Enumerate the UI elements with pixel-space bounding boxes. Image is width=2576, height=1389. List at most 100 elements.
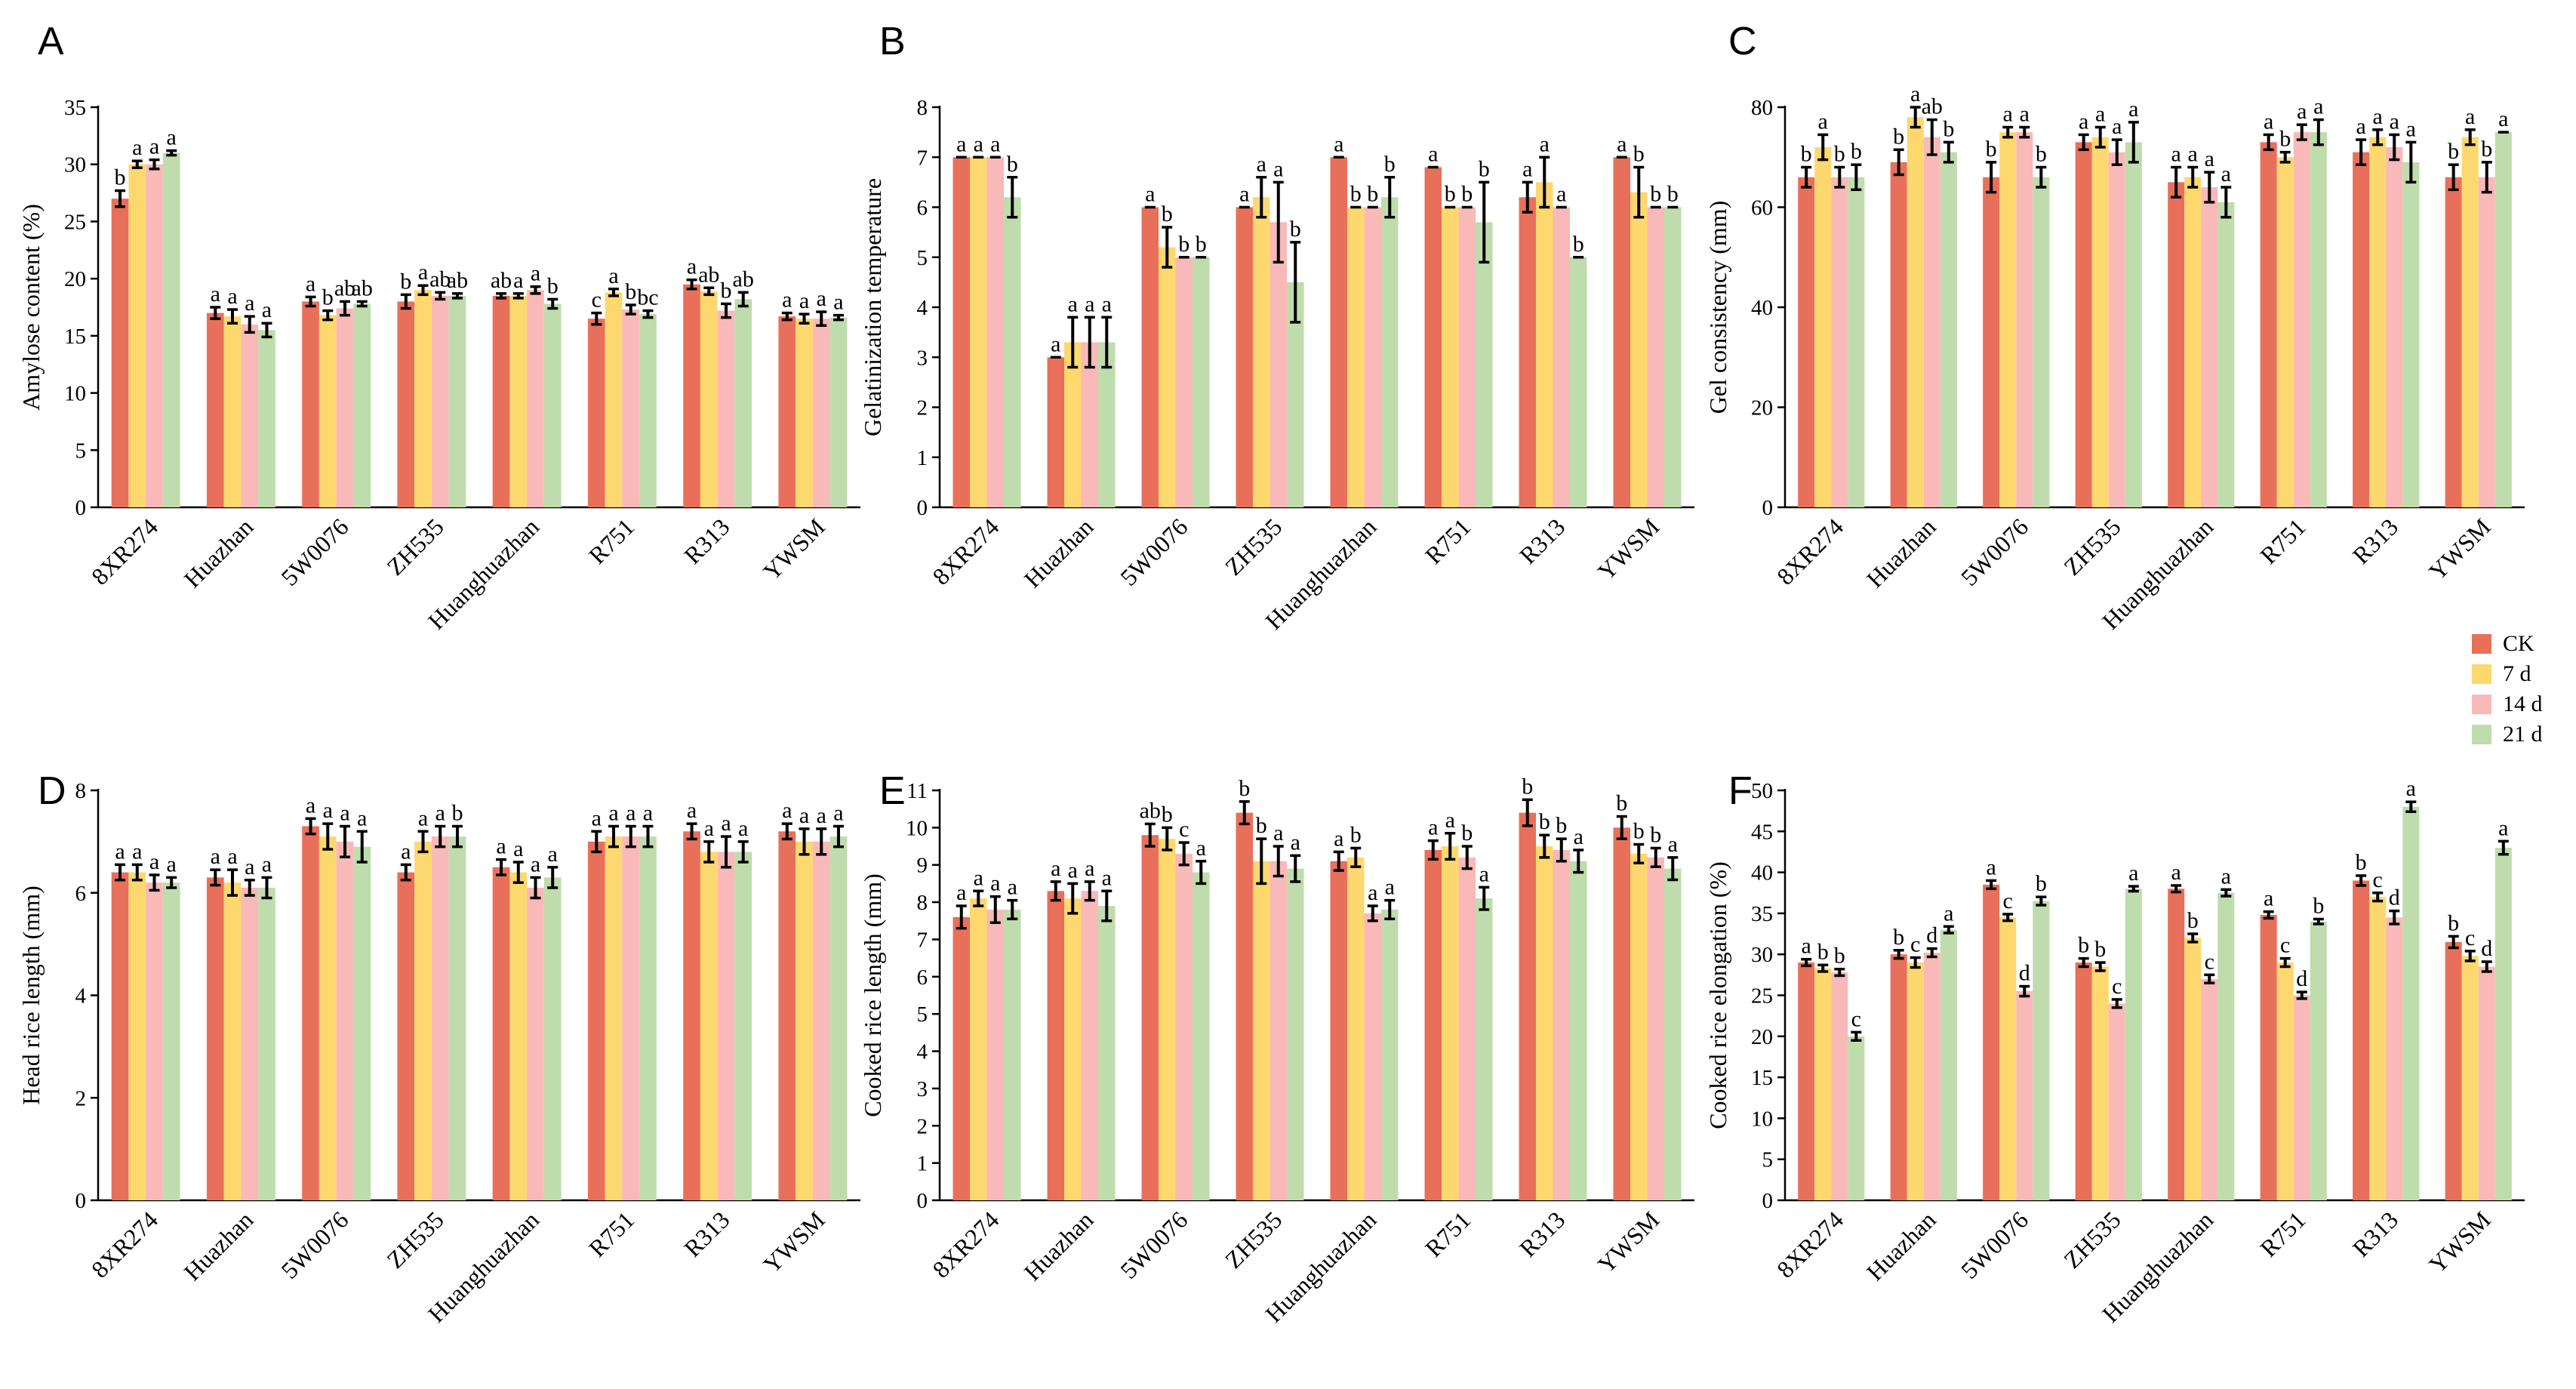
bar-CK-huazhan [206,313,224,507]
y-tick-label: 8 [917,891,928,915]
significance-letter: a [401,839,411,864]
bar-7d-huanghuazhan [2184,938,2202,1200]
y-tick-label: 45 [1751,820,1773,844]
bar-7d-huazhan [1064,342,1082,507]
bar-CK-5w0076 [302,826,319,1200]
significance-letter: a [990,871,1000,896]
y-tick-label: 5 [1762,1148,1774,1172]
legend-label: 7 d [2503,661,2531,686]
significance-letter: a [245,855,254,879]
bar-14d-8xr274 [146,882,163,1200]
significance-letter: a [2373,104,2383,129]
bar-21d-8xr274 [1848,177,1865,507]
bar-CK-r751 [587,841,605,1200]
bar-14d-r313 [717,852,735,1200]
bar-7d-zh535 [414,290,432,507]
bar-14d-8xr274 [1831,972,1848,1200]
x-tick-label: 5W0076 [275,1206,353,1283]
bar-7d-zh535 [2091,966,2109,1200]
y-tick-label: 40 [1751,296,1773,320]
bar-7d-huanghuazhan [509,295,528,507]
significance-letter: a [531,852,540,876]
significance-letter: a [817,803,826,828]
bar-21d-r751 [639,314,657,507]
bar-14d-r313 [1553,207,1570,507]
bar-CK-8xr274 [1798,962,1815,1200]
significance-letter: a [227,844,237,869]
x-tick-label: YWSM [1593,1206,1665,1278]
bar-CK-huanghuazhan [2168,182,2185,507]
significance-letter: a [1051,856,1060,881]
y-tick-label: 30 [64,153,86,177]
significance-letter: a [2095,102,2105,127]
y-tick-label: 6 [917,966,928,990]
bar-CK-zh535 [397,872,415,1200]
bar-21d-5w0076 [1193,872,1210,1200]
significance-letter: a [211,844,220,869]
significance-letter: b [1162,202,1173,226]
bar-21d-5w0076 [2033,901,2050,1200]
significance-letter: a [2264,109,2273,134]
y-tick-label: 6 [917,196,928,220]
bar-7d-r313 [1536,846,1553,1200]
bar-7d-r313 [700,291,718,507]
bar-7d-5w0076 [1999,132,2017,507]
legend-label: 21 d [2503,722,2543,747]
significance-letter: a [1944,901,1953,925]
bar-CK-ywsm [2445,941,2462,1200]
significance-letter: ab [1140,798,1161,823]
significance-letter: c [2003,889,2013,913]
significance-letter: a [2406,116,2416,141]
bar-14d-ywsm [2478,177,2495,507]
bar-7d-zh535 [1253,861,1270,1200]
significance-letter: d [2389,885,2400,910]
bar-21d-5w0076 [2033,177,2050,507]
bar-21d-zh535 [1287,282,1304,507]
bar-CK-r313 [1519,812,1536,1200]
bar-7d-huanghuazhan [2184,177,2202,507]
significance-letter: a [1445,808,1455,833]
significance-letter: a [1068,291,1078,316]
bar-21d-r313 [2402,162,2420,507]
significance-letter: b [451,801,463,826]
x-tick-label: Huazhan [178,1206,258,1286]
significance-letter: a [149,849,159,874]
significance-letter: a [643,801,653,826]
significance-letter: a [1273,156,1283,181]
bar-21d-8xr274 [162,152,180,508]
significance-letter: a [2003,102,2013,127]
significance-letter: a [1008,875,1017,900]
bar-21d-r313 [734,299,752,507]
bar-CK-r313 [683,284,700,507]
bar-21d-r751 [639,836,657,1200]
x-tick-label: YWSM [2424,1206,2496,1278]
significance-letter: a [149,134,159,159]
bar-7d-huanghuazhan [1347,207,1365,507]
y-tick-label: 35 [1751,902,1773,926]
significance-letter: a [1068,858,1078,882]
bar-7d-r313 [2369,137,2387,507]
bar-14d-huazhan [1081,342,1098,507]
significance-letter: a [721,811,731,836]
significance-letter: a [782,798,792,823]
y-tick-label: 0 [1762,1189,1774,1213]
bar-14d-huazhan [241,887,259,1200]
y-tick-label: 0 [917,496,928,520]
bar-21d-huazhan [1940,929,1957,1200]
bar-14d-r313 [717,310,735,507]
significance-letter: b [1239,776,1250,801]
significance-letter: b [1943,116,1954,141]
bar-14d-huazhan [1081,891,1098,1200]
significance-letter: b [322,285,334,310]
bar-21d-huazhan [1940,152,1957,507]
x-tick-label: 5W0076 [1956,1206,2033,1283]
significance-letter: c [1851,1006,1861,1031]
significance-letter: b [2313,894,2324,919]
bar-14d-ywsm [812,841,830,1200]
bar-14d-5w0076 [2016,991,2033,1200]
y-tick-label: 10 [1751,1107,1773,1131]
significance-letter: ab [1922,94,1943,119]
y-axis-label: Cooked rice elongation (%) [1704,861,1731,1129]
